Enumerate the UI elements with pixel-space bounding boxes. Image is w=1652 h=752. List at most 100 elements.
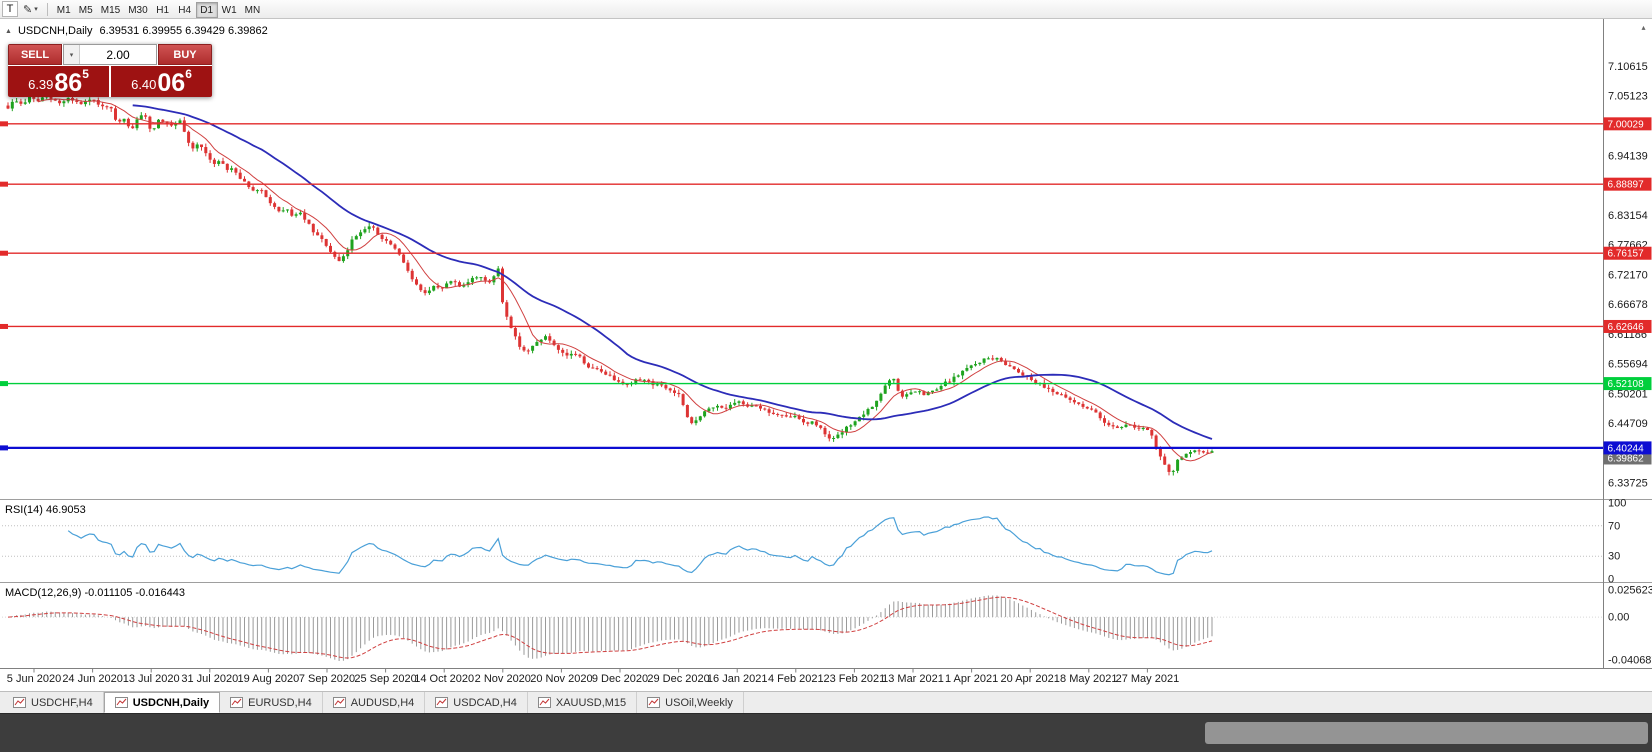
svg-text:6.88897: 6.88897 [1608, 180, 1645, 191]
scroll-up-icon[interactable]: ▴ [1637, 22, 1650, 34]
buy-price-prefix: 6.40 [131, 77, 157, 92]
volume-dropdown-icon[interactable]: ▾ [64, 45, 80, 64]
price-tag-6.40244 [1603, 441, 1652, 455]
hline-handle[interactable] [0, 323, 8, 329]
buy-price-sup: 6 [185, 67, 192, 81]
svg-text:6.62646: 6.62646 [1608, 322, 1645, 333]
svg-text:-0.040687: -0.040687 [1608, 654, 1652, 666]
svg-text:4 Feb 2021: 4 Feb 2021 [768, 673, 824, 685]
collapse-chart-icon[interactable]: ▲ [5, 27, 12, 35]
chart-tab-usdchf[interactable]: USDCHF,H4 [3, 692, 104, 713]
svg-text:0.025623: 0.025623 [1608, 585, 1652, 597]
buy-price-big: 06 [157, 68, 186, 97]
svg-text:19 Aug 2020: 19 Aug 2020 [238, 673, 300, 685]
hline-handle[interactable] [0, 381, 8, 387]
ma-slow-line [132, 104, 1213, 440]
top-toolbar: T ✎ ▾ M1 M5 M15 M30 H1 H4 D1 W1 MN [0, 0, 1652, 19]
svg-text:6.72170: 6.72170 [1608, 269, 1648, 281]
chart-tab-audusd[interactable]: AUDUSD,H4 [322, 692, 426, 713]
svg-text:70: 70 [1608, 520, 1620, 532]
svg-text:5 Jun 2020: 5 Jun 2020 [7, 673, 61, 685]
svg-text:13 Jul 2020: 13 Jul 2020 [123, 673, 180, 685]
hline-handle[interactable] [0, 121, 8, 127]
ma-fast-line [37, 98, 1213, 462]
timeframe-button-group: M1 M5 M15 M30 H1 H4 D1 W1 MN [53, 0, 265, 19]
horizontal-scrollbar[interactable] [0, 713, 1652, 752]
buy-button[interactable]: BUY [158, 44, 212, 65]
svg-text:20 Apr 2021: 20 Apr 2021 [1001, 673, 1060, 685]
svg-text:6.76157: 6.76157 [1608, 249, 1645, 260]
svg-text:24 Jun 2020: 24 Jun 2020 [62, 673, 123, 685]
svg-text:7.10615: 7.10615 [1608, 61, 1648, 73]
time-axis[interactable]: 5 Jun 2020 24 Jun 2020 13 Jul 2020 31 Jul 2… [7, 668, 1179, 686]
volume-value: 2.00 [106, 47, 130, 62]
volume-field[interactable]: ▾ 2.00 [63, 44, 157, 65]
chart-tab-label: USDCNH,Daily [132, 696, 210, 709]
timeframe-w1-button[interactable]: W1 [218, 2, 241, 18]
timeframe-d1-button[interactable]: D1 [195, 2, 218, 19]
buy-price-button[interactable]: 6.40 06 6 [111, 66, 212, 97]
sell-price-button[interactable]: 6.39 86 5 [8, 66, 109, 97]
svg-text:6.66678: 6.66678 [1608, 299, 1648, 311]
chart-tab-label: USDCAD,H4 [453, 696, 517, 709]
chart-tab-xauusd[interactable]: XAUUSD,M15 [527, 692, 638, 713]
svg-text:25 Sep 2020: 25 Sep 2020 [354, 673, 416, 685]
chart-tab-label: AUDUSD,H4 [350, 696, 415, 709]
pane-chrome [0, 19, 1652, 669]
svg-text:7.00029: 7.00029 [1608, 119, 1645, 130]
sell-price-prefix: 6.39 [28, 77, 54, 92]
chart-tab-icon [435, 697, 449, 708]
svg-text:100: 100 [1608, 498, 1626, 510]
text-tool-button[interactable]: T [2, 1, 18, 17]
chevron-down-icon: ▾ [34, 6, 38, 13]
svg-text:6.83154: 6.83154 [1608, 210, 1648, 222]
hline-handle[interactable] [0, 181, 8, 187]
svg-text:9 Dec 2020: 9 Dec 2020 [592, 673, 648, 685]
toolbar-separator [46, 2, 48, 16]
svg-text:30: 30 [1608, 551, 1620, 563]
sell-price-big: 86 [54, 68, 83, 97]
svg-text:6.33725: 6.33725 [1608, 478, 1648, 490]
svg-text:6.40244: 6.40244 [1608, 443, 1645, 454]
svg-text:16 Jan 2021: 16 Jan 2021 [707, 673, 768, 685]
svg-text:13 Mar 2021: 13 Mar 2021 [882, 673, 944, 685]
chart-tab-usdcnh[interactable]: USDCNH,Daily [103, 692, 221, 713]
timeframe-m1-button[interactable]: M1 [53, 2, 75, 18]
timeframe-m30-button[interactable]: M30 [124, 2, 151, 18]
sell-price-sup: 5 [82, 67, 89, 81]
timeframe-m5-button[interactable]: M5 [75, 2, 97, 18]
svg-text:2 Nov 2020: 2 Nov 2020 [475, 673, 531, 685]
chart-tab-icon [13, 697, 26, 708]
svg-text:6.94139: 6.94139 [1608, 150, 1648, 162]
timeframe-mn-button[interactable]: MN [241, 2, 265, 18]
chart-ohlc-label: 6.39531 6.39955 6.39429 6.39862 [99, 25, 268, 37]
price-tag-7.00029 [1603, 117, 1652, 131]
svg-text:31 Jul 2020: 31 Jul 2020 [181, 673, 238, 685]
hline-handle[interactable] [0, 445, 8, 451]
timeframe-m15-button[interactable]: M15 [97, 2, 124, 18]
timeframe-h1-button[interactable]: H1 [152, 2, 174, 18]
chart-tab-usoil[interactable]: USOil,Weekly [637, 692, 744, 713]
price-axis[interactable]: 7.106157.051236.996316.941396.886466.831… [1603, 61, 1652, 666]
price-tag-6.76157 [1603, 246, 1652, 260]
chart-tab-eurusd[interactable]: EURUSD,H4 [220, 692, 323, 713]
svg-text:7 Sep 2020: 7 Sep 2020 [299, 673, 355, 685]
svg-text:6.52108: 6.52108 [1608, 379, 1645, 390]
candles-layer [6, 93, 1214, 476]
price-tag-6.88897 [1603, 177, 1652, 191]
chart-tab-label: USDCHF,H4 [31, 696, 93, 709]
horizontal-lines [0, 121, 1603, 451]
chart-tab-usdcad[interactable]: USDCAD,H4 [425, 692, 528, 713]
sell-button[interactable]: SELL [8, 44, 62, 65]
scrollbar-thumb[interactable] [1205, 722, 1648, 744]
chart-tab-label: EURUSD,H4 [248, 696, 312, 709]
svg-text:14 Oct 2020: 14 Oct 2020 [414, 673, 474, 685]
price-chart[interactable]: 7.106157.051236.996316.941396.886466.831… [0, 19, 1652, 691]
draw-tools-button[interactable]: ✎ ▾ [19, 1, 42, 17]
one-click-trading-panel: SELL ▾ 2.00 BUY 6.39 86 5 6.40 06 6 [8, 44, 212, 97]
timeframe-h4-button[interactable]: H4 [174, 2, 196, 18]
chart-window: 7.106157.051236.996316.941396.886466.831… [0, 19, 1652, 691]
hline-handle[interactable] [0, 250, 8, 256]
svg-text:23 Feb 2021: 23 Feb 2021 [824, 673, 886, 685]
